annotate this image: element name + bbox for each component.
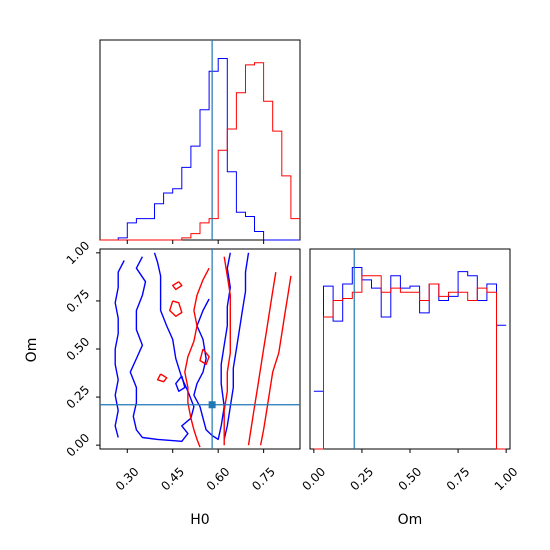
om-x-tick-label-0: 0.00 [299,465,328,494]
om-x-tick-label-1: 0.25 [348,465,377,494]
om-y-tick-label-0: 0.00 [64,431,93,460]
x-axis-label-h0: H0 [190,512,209,528]
contour-red-5 [169,300,183,317]
contour-red-4 [172,281,183,291]
om-histogram-red [313,275,507,450]
om-x-tick-label-3: 0.75 [444,465,473,494]
h0-histogram-red [100,62,300,241]
contour-panel-frame [99,248,301,450]
h0-histogram-frame [99,39,301,241]
contour-blue-1 [114,260,125,438]
contour-red-7 [199,348,210,366]
contour-red-6 [156,373,168,383]
om-x-tick-label-4: 1.00 [492,465,521,494]
y-axis-label-om: Om [24,338,40,363]
h0-om-contour-panel: 0.30 0.45 0.60 0.75 0.00 0.25 0.50 0.75 1.00 [64,238,301,494]
contour-red-0 [184,267,210,448]
contour-blue-3 [223,252,250,440]
om-x-tick-label-2: 0.50 [396,465,425,494]
contour-red-3 [259,275,292,446]
h0-histogram-blue [100,58,300,241]
contour-blue-0 [129,252,195,442]
h0-tick-label-3: 0.75 [249,465,278,494]
om-histogram-blue [313,267,507,392]
om-y-tick-label-3: 0.75 [64,287,93,316]
h0-tick-label-2: 0.60 [204,465,233,494]
om-y-tick-label-1: 0.25 [64,383,93,412]
truth-marker [208,401,216,409]
h0-tick-label-0: 0.30 [113,465,142,494]
h0-histogram-panel [99,39,301,244]
om-y-tick-label-2: 0.50 [64,335,93,364]
h0-tick-label-1: 0.45 [158,465,187,494]
om-y-tick-label-4: 1.00 [64,238,93,267]
om-histogram-frame [309,248,511,450]
contour-red-2 [247,271,277,446]
contour-blue-4 [175,375,186,392]
x-axis-label-om: Om [398,512,423,528]
om-histogram-panel: 0.00 0.25 0.50 0.75 1.00 [299,248,521,494]
contour-red-1 [223,256,231,446]
